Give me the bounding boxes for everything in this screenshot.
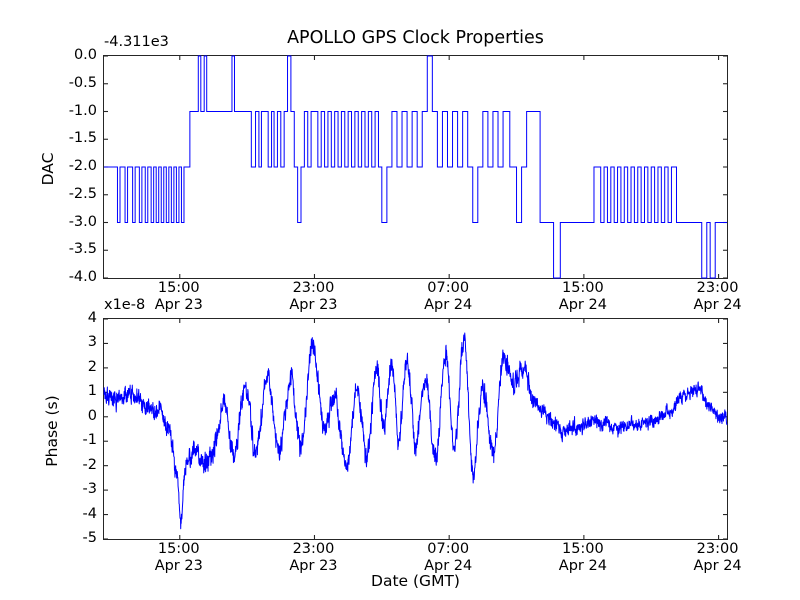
axes-phase-xtick-label: 07:00 Apr 24 (424, 541, 473, 574)
axes-dac-ytick-label: 0.0 (73, 47, 97, 63)
axes-phase-ytick-label: 4 (87, 310, 97, 326)
chart-title: APOLLO GPS Clock Properties (287, 28, 544, 48)
phase-plot-area (103, 318, 728, 540)
axes-phase-xtick-label: 23:00 Apr 23 (289, 541, 338, 574)
axes-dac-ytick-label: -2.0 (68, 158, 97, 174)
phase-y-offset-label: x1e-8 (104, 297, 146, 313)
axes-phase-ytick-label: 2 (87, 358, 97, 375)
dac-series-line (104, 55, 727, 279)
axes-phase-canvas (103, 318, 728, 540)
axes-phase-ytick-label: 1 (87, 383, 97, 400)
axes-phase-xtick-label: 23:00 Apr 24 (693, 541, 742, 574)
axes-dac-ytick-label: -3.5 (68, 241, 97, 258)
axes-phase-ytick-label: -4 (82, 505, 97, 522)
axes-phase-ytick-label: 3 (87, 334, 97, 351)
axes-dac-ytick-label: -3.0 (68, 213, 97, 230)
axes-dac-xtick-label: 07:00 Apr 24 (424, 280, 473, 313)
axes-phase-xtick-label: 15:00 Apr 24 (558, 541, 607, 574)
axes-dac-canvas (104, 55, 727, 279)
axes-phase-ytick-label: -3 (82, 481, 97, 498)
axes-phase-ytick-label: -5 (82, 530, 97, 546)
axes-phase-ytick-label: 0 (87, 407, 97, 424)
axes-phase-ytick-label: -2 (82, 456, 97, 473)
axes-dac-ytick-label: -1.5 (68, 130, 97, 147)
axes-phase-xtick-label: 15:00 Apr 23 (154, 541, 203, 574)
axes-dac-xtick-label: 23:00 Apr 24 (693, 280, 742, 313)
dac-plot-area (103, 55, 728, 279)
axes-phase-ytick-label: -1 (82, 432, 97, 449)
dac-y-offset-label: -4.311e3 (104, 34, 169, 50)
axes-dac-ytick-label: -2.5 (68, 185, 97, 202)
axes-dac-ytick-label: -4.0 (68, 269, 97, 285)
axes-dac-xtick-label: 15:00 Apr 23 (154, 280, 203, 313)
axes-dac-xtick-label: 15:00 Apr 24 (558, 280, 607, 313)
phase-series-line (103, 332, 728, 530)
axes-dac-ytick-label: -0.5 (68, 74, 97, 91)
axes-dac-xtick-label: 23:00 Apr 23 (289, 280, 338, 313)
phase-axis-xlabel: Date (GMT) (371, 572, 460, 590)
axes-dac-ytick-label: -1.0 (68, 102, 97, 119)
